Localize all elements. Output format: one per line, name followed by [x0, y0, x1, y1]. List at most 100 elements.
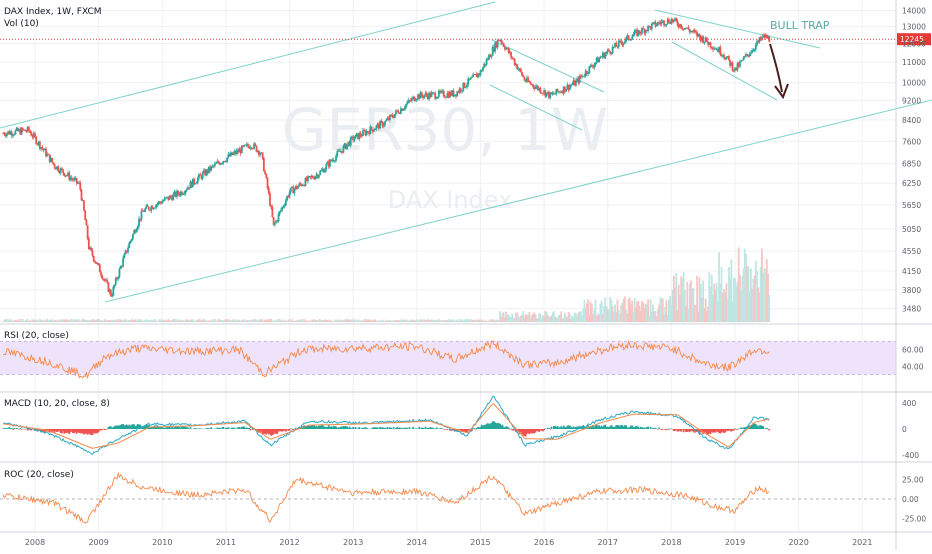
- price-candle-body: [57, 166, 59, 171]
- price-candle-body: [127, 248, 129, 252]
- price-candle-body: [93, 256, 95, 261]
- price-candle-body: [569, 86, 571, 90]
- roc-line: [3, 473, 769, 523]
- price-candle-body: [61, 168, 63, 169]
- price-candle-body: [530, 82, 532, 84]
- price-candle-body: [394, 114, 396, 118]
- time-tick-label: 2014: [407, 538, 427, 547]
- macd-histogram-bar: [655, 428, 657, 429]
- price-candle-body: [267, 178, 269, 188]
- macd-histogram-bar: [249, 429, 251, 430]
- price-candle-body: [588, 66, 590, 73]
- price-candle-body: [226, 158, 228, 162]
- price-candle-body: [656, 25, 658, 26]
- price-candle-body: [437, 97, 439, 99]
- price-candle-body: [491, 56, 493, 57]
- price-candle-body: [141, 211, 143, 220]
- price-candle-body: [24, 130, 26, 131]
- price-candle-body: [443, 91, 445, 97]
- price-candle-body: [280, 210, 282, 211]
- price-candle-body: [155, 205, 157, 208]
- price-tick-label: 3480: [902, 305, 921, 314]
- price-candle-body: [355, 135, 357, 139]
- price-candle-body: [666, 24, 668, 25]
- price-candle-body: [406, 103, 408, 105]
- price-candle-body: [159, 202, 161, 203]
- price-candle-body: [723, 55, 725, 57]
- price-candle-body: [84, 211, 86, 220]
- price-candle-body: [527, 78, 529, 82]
- price-candle-body: [601, 57, 603, 58]
- price-candle-body: [241, 146, 243, 154]
- price-candle-body: [285, 200, 287, 205]
- price-candle-body: [137, 226, 139, 230]
- macd-histogram-bar: [473, 428, 475, 429]
- price-candle-body: [262, 152, 264, 157]
- price-candle-body: [6, 133, 8, 136]
- price-candle-body: [513, 58, 515, 59]
- macd-histogram-bar: [21, 429, 23, 430]
- price-candle-body: [297, 186, 299, 188]
- price-candle-body: [90, 248, 92, 251]
- price-candle-body: [497, 40, 499, 47]
- price-candle-body: [186, 190, 188, 191]
- price-candle-body: [362, 130, 364, 136]
- macd-histogram-bar: [733, 429, 735, 431]
- price-candle-body: [300, 183, 302, 184]
- price-candle-body: [76, 178, 78, 183]
- price-candle-body: [334, 161, 336, 162]
- price-candle-body: [196, 183, 198, 184]
- macd-histogram-bar: [223, 427, 225, 429]
- time-tick-label: 2015: [470, 538, 490, 547]
- price-candle-body: [571, 84, 573, 85]
- price-candle-body: [371, 127, 373, 130]
- price-candle-body: [294, 189, 296, 193]
- price-candle-body: [618, 41, 620, 47]
- price-candle-body: [383, 125, 385, 127]
- price-candle-body: [584, 76, 586, 77]
- price-candle-body: [360, 133, 362, 136]
- time-tick-label: 2010: [152, 538, 172, 547]
- price-candle-body: [270, 206, 272, 207]
- price-candle-body: [28, 127, 30, 131]
- price-candle-body: [122, 258, 124, 266]
- price-candle-body: [156, 204, 158, 205]
- macd-histogram-bar: [766, 428, 768, 429]
- price-candle-body: [755, 45, 757, 50]
- price-candle-body: [117, 277, 119, 279]
- price-tick-label: 11000: [902, 58, 926, 67]
- macd-histogram-bar: [668, 429, 670, 430]
- channel-trendline: [672, 42, 777, 100]
- price-candle-body: [514, 59, 516, 65]
- macd-histogram-bar: [252, 429, 254, 430]
- macd-histogram-bar: [393, 427, 395, 429]
- price-candle-body: [130, 241, 132, 243]
- roc-tick-label: 25.00: [902, 476, 924, 485]
- price-candle-body: [516, 64, 518, 69]
- price-candle-body: [154, 208, 156, 209]
- price-candle-body: [54, 164, 56, 167]
- price-candle-body: [263, 158, 265, 171]
- bull-trap-arrow: [770, 44, 782, 92]
- price-tick-label: 12000: [902, 40, 926, 49]
- rsi-tick-label: 40.00: [902, 362, 924, 371]
- price-candle-body: [570, 85, 572, 86]
- price-candle-body: [136, 230, 138, 233]
- time-tick-label: 2017: [598, 538, 618, 547]
- price-candle-body: [15, 130, 17, 134]
- price-candle-body: [402, 109, 404, 111]
- price-candle-body: [694, 30, 696, 31]
- price-candle-body: [540, 88, 542, 93]
- price-candle-body: [81, 190, 83, 200]
- price-candle-body: [711, 47, 713, 48]
- price-candle-body: [268, 188, 270, 193]
- price-candle-body: [704, 42, 706, 43]
- price-candle-body: [284, 205, 286, 206]
- price-candle-body: [471, 77, 473, 78]
- price-candle-body: [225, 161, 227, 162]
- time-tick-label: 2013: [343, 538, 363, 547]
- price-candle-body: [269, 193, 271, 206]
- price-candle-body: [415, 100, 417, 101]
